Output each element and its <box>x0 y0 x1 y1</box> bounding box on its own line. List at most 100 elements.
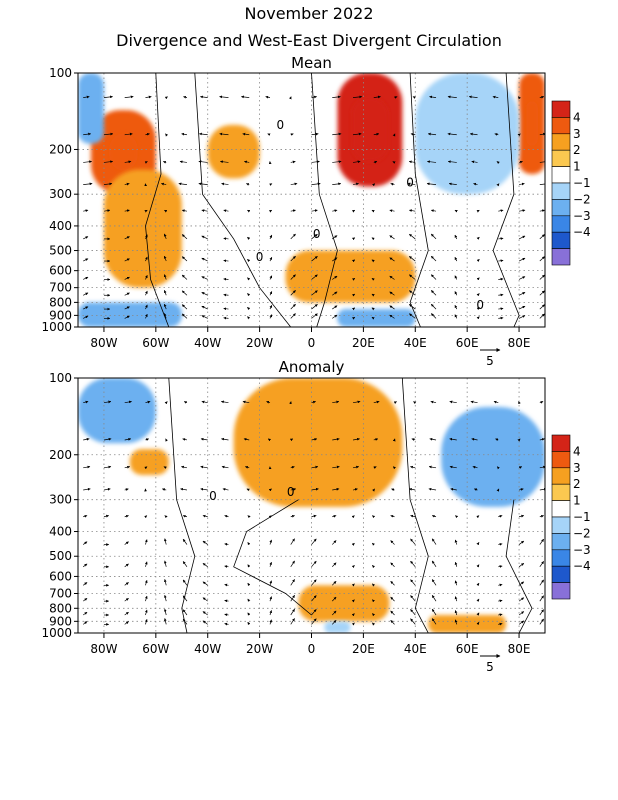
wind-vector <box>454 209 458 213</box>
colorbar-cell <box>551 582 571 600</box>
wind-vector <box>311 595 317 602</box>
colorbar-label: −4 <box>573 559 591 573</box>
wind-vector <box>145 275 148 280</box>
wind-vector <box>290 560 295 567</box>
wind-vector <box>332 132 342 136</box>
zero-contour-line <box>311 73 338 327</box>
x-tick-label: 40E <box>404 336 427 350</box>
negative-divergence-area <box>78 378 156 444</box>
wind-vector <box>144 466 148 470</box>
wind-vector <box>518 182 525 186</box>
wind-vector <box>518 488 524 491</box>
wind-vector <box>498 277 504 281</box>
wind-vector <box>471 160 478 164</box>
y-tick-label: 700 <box>49 587 72 601</box>
wind-vector <box>311 465 319 469</box>
wind-vector <box>83 315 89 319</box>
wind-vector <box>410 132 416 136</box>
wind-vector <box>82 541 88 545</box>
zero-contours <box>168 378 533 633</box>
wind-vector <box>178 182 188 186</box>
wind-vector <box>393 401 397 404</box>
positive-divergence-area-core <box>351 97 389 162</box>
wind-vector <box>498 237 504 241</box>
wind-vector <box>83 95 90 99</box>
wind-vector <box>373 466 377 469</box>
wind-vector <box>311 290 318 296</box>
wind-vector <box>289 438 294 442</box>
wind-vector <box>290 579 295 586</box>
wind-vector <box>290 303 296 310</box>
wind-vector <box>389 275 395 280</box>
wind-vector <box>391 488 395 492</box>
wind-vector <box>181 209 188 213</box>
wind-vector <box>163 618 167 625</box>
wind-vector <box>290 538 295 545</box>
zero-contour-line <box>505 499 533 633</box>
x-tick-label: 80E <box>508 336 531 350</box>
wind-vector <box>242 132 250 136</box>
wind-vector <box>372 599 376 603</box>
wind-vector <box>389 314 395 319</box>
wind-vector <box>247 306 251 311</box>
wind-vector <box>492 95 499 99</box>
wind-vector <box>476 598 480 602</box>
wind-vector <box>496 183 500 187</box>
wind-vector <box>450 487 457 491</box>
wind-vector <box>372 583 376 587</box>
wind-vector <box>124 400 132 404</box>
wind-vector <box>145 234 148 240</box>
wind-vector <box>144 539 148 545</box>
wind-vector <box>165 438 168 442</box>
colorbar-cell <box>551 565 571 583</box>
wind-vector <box>124 541 129 545</box>
wind-vector <box>269 275 273 280</box>
wind-vector <box>311 514 317 518</box>
wind-vector <box>498 542 503 546</box>
wind-vector <box>351 209 356 213</box>
wind-vector <box>247 236 251 240</box>
colorbar-cell <box>551 117 571 135</box>
wind-vector <box>539 304 545 310</box>
wind-vector <box>103 514 110 518</box>
wind-vector <box>200 487 208 491</box>
wind-vector <box>223 293 229 297</box>
anomaly-panel: Anomaly 0 0 100 200 300 400 500 600 7008009001000… <box>41 358 590 674</box>
wind-vector <box>429 437 437 441</box>
wind-vector <box>496 161 500 165</box>
wind-vector <box>373 400 380 404</box>
colorbar-cell <box>551 248 571 266</box>
wind-vector <box>498 293 504 297</box>
wind-vector <box>495 438 499 442</box>
wind-vector <box>269 619 273 625</box>
wind-vector <box>352 160 361 164</box>
wind-vector <box>539 234 545 240</box>
wind-vector <box>390 540 395 545</box>
wind-vector <box>476 612 480 616</box>
wind-vector <box>498 583 503 587</box>
wind-vector <box>144 619 148 625</box>
wind-vector <box>83 306 89 310</box>
wind-vector <box>163 233 167 240</box>
wind-vector <box>389 257 395 262</box>
wind-vector <box>410 579 416 586</box>
wind-vector <box>219 95 229 99</box>
wind-vector <box>290 233 296 240</box>
wind-vector <box>518 276 526 280</box>
wind-vector <box>144 561 148 567</box>
x-tick-label: 80E <box>508 642 531 656</box>
wind-vector <box>247 209 251 213</box>
wind-vector <box>103 209 111 212</box>
colorbar-cell <box>551 483 571 501</box>
wind-vector <box>431 538 437 545</box>
wind-vector <box>183 95 188 99</box>
colorbar-cell <box>551 549 571 567</box>
wind-vector <box>371 259 375 263</box>
wind-vector <box>454 256 458 262</box>
x-tick-label: 80W <box>90 642 117 656</box>
wind-vector <box>83 258 89 262</box>
wind-vector <box>82 563 88 568</box>
wind-vector <box>164 515 168 519</box>
wind-vector <box>352 132 362 136</box>
wind-vector <box>124 582 129 586</box>
